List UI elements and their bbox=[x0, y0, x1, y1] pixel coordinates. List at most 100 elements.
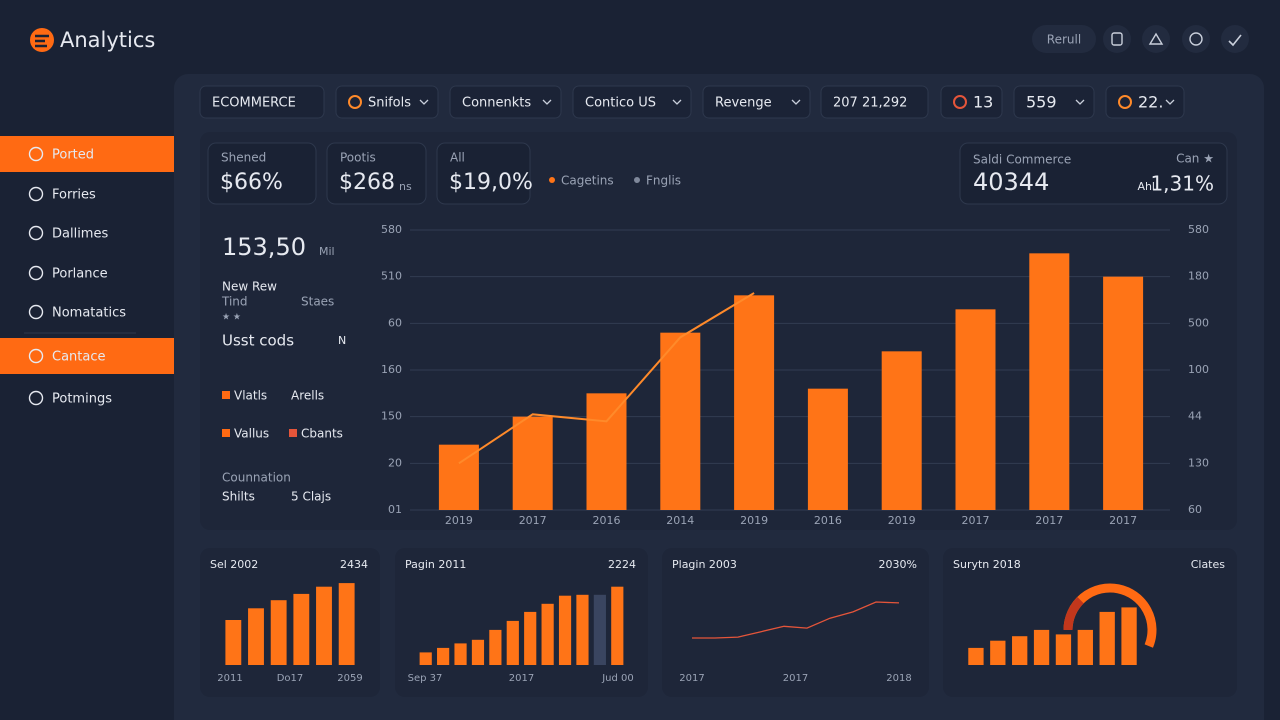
filter[interactable] bbox=[702, 85, 811, 119]
icon bbox=[1189, 32, 1203, 46]
bar bbox=[586, 393, 627, 510]
y2-tick-label: 180 bbox=[1188, 270, 1209, 283]
panel-bar bbox=[248, 608, 264, 665]
panel-x-label: 2011 bbox=[217, 673, 242, 684]
kpi-value: $19,0% bbox=[449, 170, 533, 195]
header-button-label: Rerull bbox=[1047, 33, 1081, 47]
panel-bar bbox=[437, 647, 450, 665]
x-tick-label: 2019 bbox=[445, 514, 473, 527]
sidebar-item[interactable]: Ported bbox=[52, 148, 94, 163]
sidebar-icon bbox=[28, 348, 44, 364]
panel-title: Plagin 2003 bbox=[672, 558, 737, 571]
stat-line: Staes bbox=[301, 295, 334, 309]
panel-x-label: Sep 37 bbox=[408, 673, 443, 684]
panel-bar bbox=[576, 594, 589, 665]
kpi-value: $268 bbox=[339, 170, 395, 195]
icon-button[interactable] bbox=[1182, 25, 1210, 53]
filter-icon bbox=[348, 95, 362, 109]
y2-tick-label: 60 bbox=[1188, 503, 1202, 516]
stat-key: Vlatls bbox=[234, 389, 267, 403]
panel-title: Sel 2002 bbox=[210, 558, 258, 571]
filter[interactable] bbox=[199, 85, 325, 119]
sidebar-icon bbox=[28, 265, 44, 281]
summary-label: Saldi Commerce bbox=[973, 153, 1071, 167]
panel-bar bbox=[1033, 629, 1050, 665]
panel-x-label: 2018 bbox=[886, 673, 911, 684]
sidebar-item[interactable]: Potmings bbox=[52, 392, 112, 407]
y2-tick-label: 500 bbox=[1188, 316, 1209, 329]
filter[interactable] bbox=[449, 85, 562, 119]
legend-label: Fnglis bbox=[646, 174, 681, 188]
panel-bar bbox=[1121, 607, 1137, 665]
panel-bar bbox=[524, 611, 537, 665]
y2-tick-label: 44 bbox=[1188, 410, 1202, 423]
stat-key: Cbants bbox=[301, 427, 343, 441]
bar bbox=[660, 332, 701, 510]
sidebar-item[interactable]: Dallimes bbox=[52, 227, 108, 242]
filter[interactable] bbox=[572, 85, 692, 119]
sidebar-item[interactable]: Cantace bbox=[52, 350, 106, 365]
panel-bar bbox=[506, 620, 519, 665]
x-tick-label: 2014 bbox=[666, 514, 694, 527]
bar bbox=[734, 295, 775, 510]
panel-bar bbox=[593, 594, 606, 665]
panel-line bbox=[692, 601, 900, 639]
x-tick-label: 2016 bbox=[814, 514, 842, 527]
filter[interactable] bbox=[335, 85, 439, 119]
x-tick-label: 2016 bbox=[593, 514, 621, 527]
filter-label: Contico US bbox=[585, 96, 656, 111]
x-tick-label: 2017 bbox=[962, 514, 990, 527]
panel-bar bbox=[1055, 634, 1072, 665]
icon-button[interactable] bbox=[1142, 25, 1170, 53]
brand-name: Analytics bbox=[60, 28, 155, 52]
filter-icon bbox=[953, 95, 967, 109]
header-button[interactable] bbox=[1032, 25, 1096, 53]
stat-foot-title: Counnation bbox=[222, 471, 291, 485]
filter[interactable] bbox=[940, 85, 1003, 119]
stat-big-unit: Mil bbox=[319, 245, 335, 258]
kpi-box bbox=[326, 142, 427, 205]
panel-x-label: 2017 bbox=[783, 673, 808, 684]
filter[interactable] bbox=[1013, 85, 1095, 119]
sidebar-icon bbox=[28, 186, 44, 202]
filter[interactable] bbox=[820, 85, 929, 119]
filter-label: Snifols bbox=[368, 96, 411, 111]
y-tick-label: 150 bbox=[381, 410, 402, 423]
icon-button[interactable] bbox=[1103, 25, 1131, 53]
icon bbox=[1228, 34, 1242, 47]
bar bbox=[1103, 276, 1144, 510]
panel-title: Pagin 2011 bbox=[405, 558, 466, 571]
kpi-box bbox=[207, 142, 317, 205]
sidebar-icon bbox=[28, 225, 44, 241]
panel-bar bbox=[558, 595, 572, 665]
icon-button[interactable] bbox=[1221, 25, 1249, 53]
summary-corner: Can ★ bbox=[1176, 152, 1214, 166]
filter-chevron bbox=[1165, 99, 1175, 105]
filter-chevron bbox=[1075, 99, 1085, 105]
panel-bar bbox=[1099, 611, 1115, 665]
panel-x-label: Jud 00 bbox=[601, 673, 634, 684]
x-tick-label: 2017 bbox=[519, 514, 547, 527]
summary-sub-label: Ahl bbox=[1137, 180, 1155, 193]
panel-x-label: 2017 bbox=[509, 673, 534, 684]
kpi-label: Pootis bbox=[340, 151, 376, 165]
kpi-unit: ns bbox=[399, 180, 412, 193]
panel-bar bbox=[541, 603, 554, 665]
x-tick-label: 2019 bbox=[740, 514, 768, 527]
panel-bar bbox=[270, 600, 287, 665]
panel-x-label: 2059 bbox=[337, 673, 362, 684]
filter-chevron bbox=[542, 99, 552, 105]
bar bbox=[881, 351, 922, 510]
panel-corner: 2030% bbox=[879, 558, 917, 571]
x-tick-label: 2017 bbox=[1109, 514, 1137, 527]
sidebar-item[interactable]: Nomatatics bbox=[52, 306, 126, 321]
legend-dot bbox=[549, 177, 555, 183]
sidebar-item[interactable]: Forries bbox=[52, 188, 96, 203]
filter[interactable] bbox=[1105, 85, 1185, 119]
kpi-label: Shened bbox=[221, 151, 266, 165]
filter-label: 207 21,292 bbox=[833, 96, 907, 111]
panel bbox=[662, 548, 929, 697]
sidebar-item[interactable]: Porlance bbox=[52, 267, 108, 282]
legend-label: Cagetins bbox=[561, 174, 614, 188]
summary-box bbox=[959, 142, 1228, 205]
